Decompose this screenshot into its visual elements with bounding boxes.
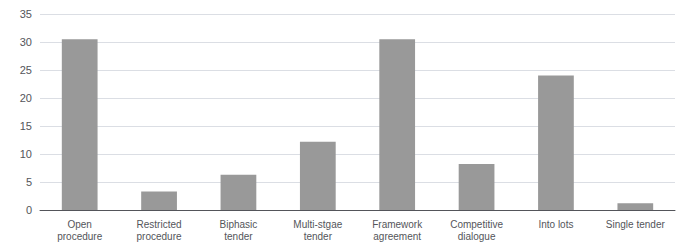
svg-text:Framework: Framework — [372, 219, 423, 230]
svg-text:0: 0 — [26, 204, 32, 216]
svg-text:25: 25 — [20, 64, 32, 76]
svg-text:5: 5 — [26, 176, 32, 188]
svg-text:Competitive: Competitive — [450, 219, 503, 230]
svg-text:Multi-stgae: Multi-stgae — [293, 219, 342, 230]
svg-text:30: 30 — [20, 36, 32, 48]
svg-text:Open: Open — [67, 219, 91, 230]
svg-text:Single tender: Single tender — [606, 219, 666, 230]
svg-text:Biphasic: Biphasic — [220, 219, 258, 230]
svg-text:20: 20 — [20, 92, 32, 104]
svg-text:procedure: procedure — [57, 231, 102, 242]
svg-text:tender: tender — [224, 231, 253, 242]
svg-text:Restricted: Restricted — [137, 219, 182, 230]
svg-text:procedure: procedure — [137, 231, 182, 242]
svg-text:dialogue: dialogue — [458, 231, 496, 242]
svg-text:agreement: agreement — [373, 231, 421, 242]
svg-text:Into lots: Into lots — [538, 219, 573, 230]
svg-text:tender: tender — [304, 231, 333, 242]
svg-text:10: 10 — [20, 148, 32, 160]
svg-text:35: 35 — [20, 8, 32, 20]
svg-text:15: 15 — [20, 120, 32, 132]
